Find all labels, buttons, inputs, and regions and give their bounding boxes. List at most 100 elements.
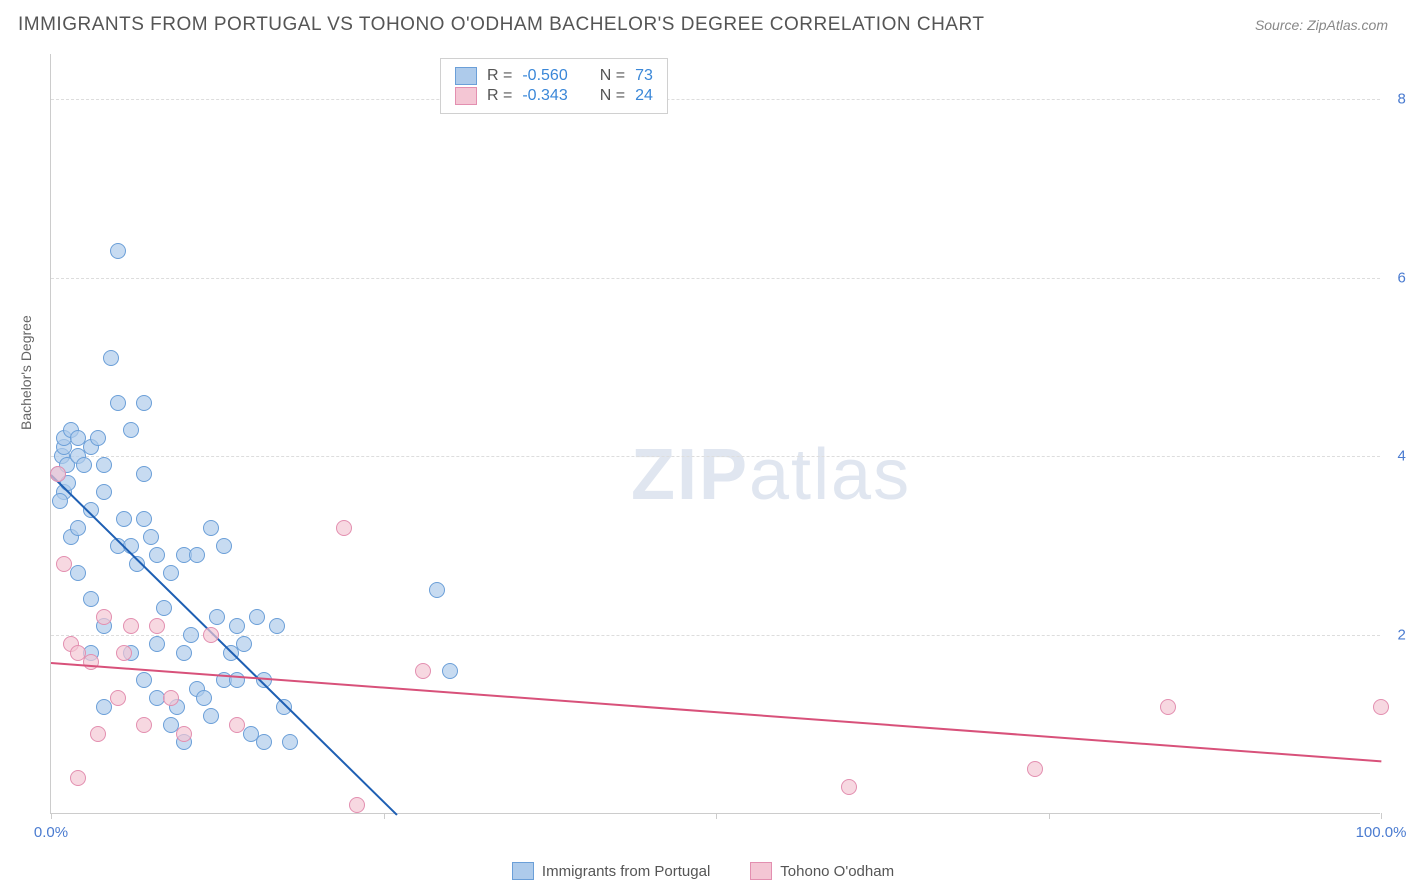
scatter-point — [70, 520, 86, 536]
scatter-point — [76, 457, 92, 473]
scatter-point — [229, 672, 245, 688]
scatter-point — [136, 717, 152, 733]
series-name: Tohono O'odham — [780, 863, 894, 880]
watermark-bold: ZIP — [631, 435, 749, 515]
x-tick-mark — [384, 813, 385, 819]
legend-row: R = -0.343 N = 24 — [455, 87, 653, 105]
gridline — [51, 278, 1380, 279]
scatter-point — [336, 520, 352, 536]
scatter-point — [163, 690, 179, 706]
scatter-point — [1373, 699, 1389, 715]
watermark-light: atlas — [749, 435, 911, 515]
scatter-point — [229, 618, 245, 634]
scatter-point — [216, 538, 232, 554]
scatter-point — [349, 797, 365, 813]
y-tick-label: 80.0% — [1390, 90, 1406, 107]
scatter-point — [149, 636, 165, 652]
y-tick-label: 20.0% — [1390, 627, 1406, 644]
series-legend-item: Tohono O'odham — [750, 862, 894, 880]
chart-title: IMMIGRANTS FROM PORTUGAL VS TOHONO O'ODH… — [18, 14, 984, 36]
scatter-point — [96, 484, 112, 500]
r-value: -0.560 — [522, 67, 567, 85]
scatter-point — [256, 734, 272, 750]
scatter-point — [70, 770, 86, 786]
scatter-point — [52, 493, 68, 509]
scatter-point — [841, 779, 857, 795]
n-label: N = — [600, 67, 625, 85]
legend-row: R = -0.560 N = 73 — [455, 67, 653, 85]
scatter-point — [276, 699, 292, 715]
scatter-point — [429, 582, 445, 598]
y-axis-label: Bachelor's Degree — [18, 315, 34, 430]
r-label: R = — [487, 87, 512, 105]
scatter-point — [116, 645, 132, 661]
r-label: R = — [487, 67, 512, 85]
n-label: N = — [600, 87, 625, 105]
scatter-point — [96, 609, 112, 625]
n-value: 24 — [635, 87, 653, 105]
scatter-point — [50, 466, 66, 482]
series-name: Immigrants from Portugal — [542, 863, 710, 880]
scatter-point — [90, 726, 106, 742]
correlation-legend: R = -0.560 N = 73 R = -0.343 N = 24 — [440, 58, 668, 114]
scatter-point — [269, 618, 285, 634]
scatter-point — [123, 618, 139, 634]
scatter-point — [90, 430, 106, 446]
scatter-point — [110, 395, 126, 411]
scatter-point — [1027, 761, 1043, 777]
gridline — [51, 635, 1380, 636]
scatter-point — [209, 609, 225, 625]
x-tick-mark — [716, 813, 717, 819]
scatter-point — [229, 717, 245, 733]
x-tick-label: 0.0% — [34, 824, 68, 841]
scatter-point — [196, 690, 212, 706]
scatter-point — [203, 520, 219, 536]
scatter-point — [136, 511, 152, 527]
legend-swatch — [750, 862, 772, 880]
trend-line — [51, 662, 1381, 762]
source-prefix: Source: — [1255, 17, 1307, 33]
gridline — [51, 99, 1380, 100]
watermark: ZIPatlas — [631, 434, 911, 516]
scatter-point — [103, 350, 119, 366]
scatter-point — [415, 663, 431, 679]
scatter-point — [136, 466, 152, 482]
y-tick-label: 60.0% — [1390, 269, 1406, 286]
scatter-point — [143, 529, 159, 545]
scatter-point — [1160, 699, 1176, 715]
scatter-point — [176, 645, 192, 661]
scatter-point — [83, 591, 99, 607]
scatter-point — [183, 627, 199, 643]
x-tick-label: 100.0% — [1356, 824, 1406, 841]
scatter-point — [236, 636, 252, 652]
scatter-point — [116, 511, 132, 527]
scatter-point — [249, 609, 265, 625]
series-legend-item: Immigrants from Portugal — [512, 862, 710, 880]
scatter-point — [203, 627, 219, 643]
legend-swatch — [455, 67, 477, 85]
n-value: 73 — [635, 67, 653, 85]
scatter-chart: ZIPatlas 20.0%40.0%60.0%80.0%0.0%100.0% — [50, 54, 1380, 814]
scatter-point — [56, 556, 72, 572]
scatter-point — [149, 618, 165, 634]
x-tick-mark — [51, 813, 52, 819]
scatter-point — [189, 547, 205, 563]
scatter-point — [123, 422, 139, 438]
legend-swatch — [455, 87, 477, 105]
scatter-point — [156, 600, 172, 616]
r-value: -0.343 — [522, 87, 567, 105]
x-tick-mark — [1049, 813, 1050, 819]
series-legend: Immigrants from Portugal Tohono O'odham — [0, 862, 1406, 880]
y-tick-label: 40.0% — [1390, 448, 1406, 465]
scatter-point — [83, 654, 99, 670]
x-tick-mark — [1381, 813, 1382, 819]
legend-swatch — [512, 862, 534, 880]
scatter-point — [96, 457, 112, 473]
scatter-point — [442, 663, 458, 679]
scatter-point — [70, 565, 86, 581]
source-attribution: Source: ZipAtlas.com — [1255, 17, 1388, 33]
scatter-point — [149, 547, 165, 563]
source-name: ZipAtlas.com — [1307, 17, 1388, 33]
scatter-point — [163, 565, 179, 581]
scatter-point — [110, 243, 126, 259]
